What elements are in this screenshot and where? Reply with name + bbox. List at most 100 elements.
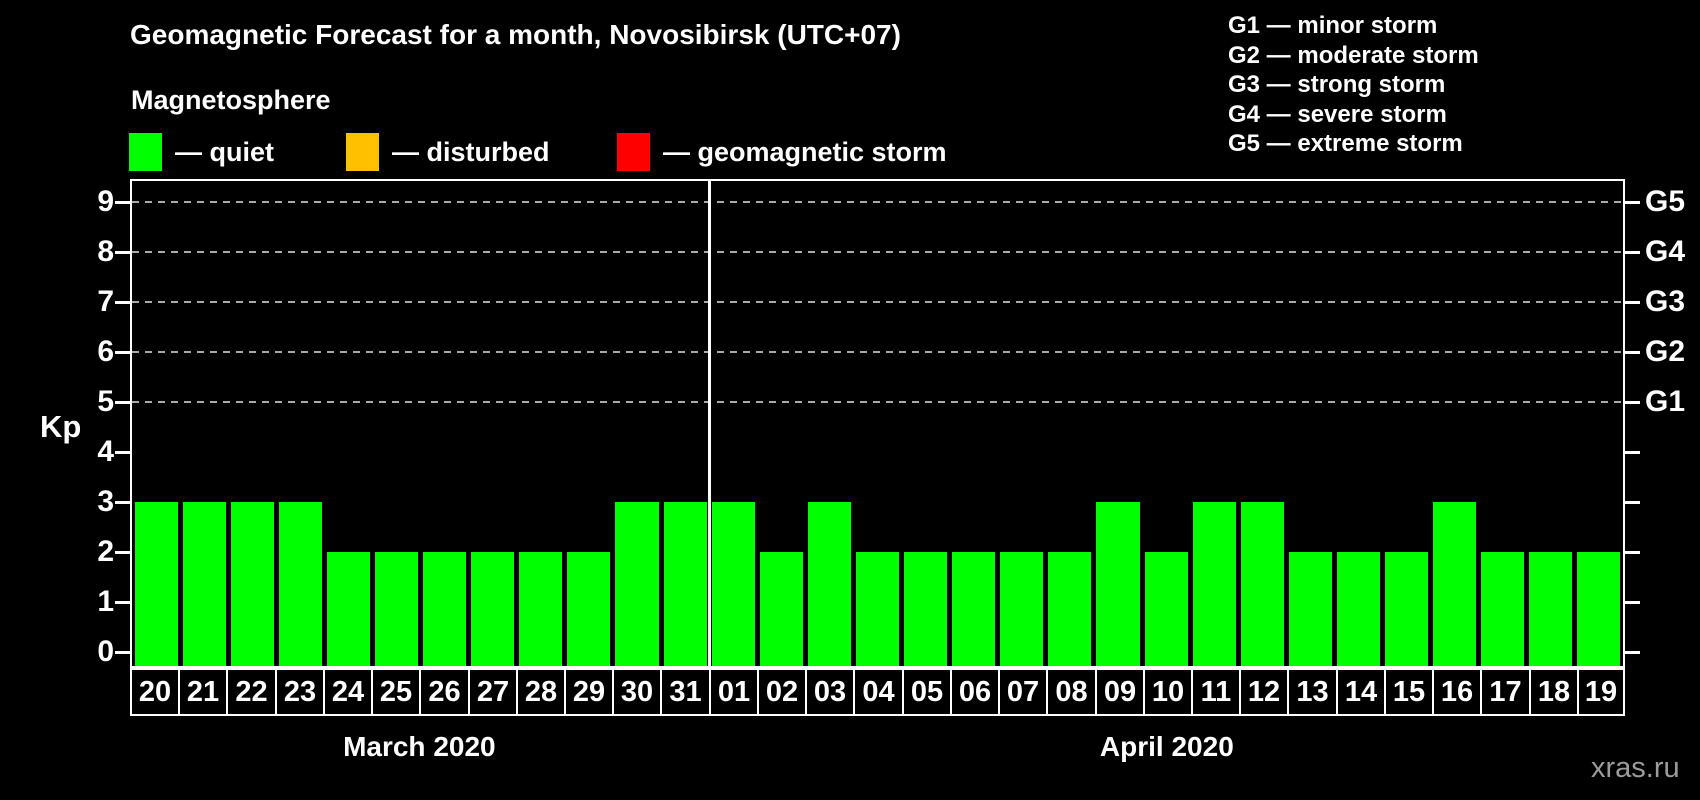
g-axis-label-g3: G3: [1645, 285, 1686, 318]
y-tick-right-9: [1625, 200, 1640, 204]
month-divider: [707, 181, 711, 666]
kp-bar-day-08: [1048, 552, 1092, 666]
day-label-17: 17: [1480, 668, 1531, 716]
gridline-kp7: [132, 301, 1623, 303]
kp-bar-day-01: [711, 502, 755, 666]
y-tick-right-5: [1625, 400, 1640, 404]
storm-scale-g5: G5 — extreme storm: [1228, 130, 1463, 158]
y-tick-label-8: 8: [97, 235, 114, 268]
magnetosphere-heading: Magnetosphere: [131, 85, 331, 115]
y-axis-title: Kp: [40, 409, 82, 444]
day-label-08: 08: [1046, 668, 1097, 716]
kp-bar-day-14: [1336, 552, 1380, 666]
g-axis-label-g4: G4: [1645, 235, 1686, 268]
y-tick-label-3: 3: [97, 485, 114, 518]
storm-scale-g4: G4 — severe storm: [1228, 100, 1447, 128]
day-label-06: 06: [950, 668, 1000, 716]
kp-bar-day-16: [1433, 502, 1477, 666]
kp-bar-day-20: [134, 502, 178, 666]
y-tick-left-5: [115, 400, 130, 404]
day-label-16: 16: [1432, 668, 1482, 716]
day-label-13: 13: [1287, 668, 1338, 716]
kp-bar-day-27: [471, 552, 515, 666]
y-tick-left-6: [115, 350, 130, 354]
day-label-19: 19: [1577, 668, 1625, 716]
y-tick-right-8: [1625, 250, 1640, 254]
kp-bar-day-19: [1577, 552, 1621, 666]
y-tick-label-5: 5: [97, 385, 114, 418]
day-label-14: 14: [1336, 668, 1386, 716]
y-tick-right-6: [1625, 350, 1640, 354]
chart-title: Geomagnetic Forecast for a month, Novosi…: [130, 19, 901, 50]
day-label-27: 27: [468, 668, 518, 716]
watermark: xras.ru: [1591, 752, 1680, 784]
kp-bar-day-18: [1529, 552, 1573, 666]
y-tick-label-7: 7: [97, 285, 114, 318]
y-tick-right-0: [1625, 650, 1640, 654]
kp-bar-day-04: [855, 552, 900, 666]
gridline-kp6: [132, 351, 1623, 353]
day-label-07: 07: [998, 668, 1048, 716]
storm-scale-g3: G3 — strong storm: [1228, 71, 1446, 99]
day-label-21: 21: [178, 668, 228, 716]
kp-bar-day-24: [326, 552, 370, 666]
legend-label-geomagnetic-storm: — geomagnetic storm: [663, 136, 947, 167]
day-label-20: 20: [130, 668, 180, 716]
month-label-april: April 2020: [1099, 731, 1234, 762]
y-tick-left-3: [115, 500, 130, 504]
gridline-kp5: [132, 401, 1623, 403]
kp-bar-day-22: [230, 502, 274, 666]
legend-item-disturbed: — disturbed: [346, 133, 550, 171]
y-tick-right-7: [1625, 300, 1640, 304]
kp-bar-day-13: [1288, 552, 1332, 666]
kp-bar-day-29: [567, 552, 611, 666]
day-label-18: 18: [1529, 668, 1579, 716]
y-tick-left-8: [115, 250, 130, 254]
quiet-color-swatch: [129, 133, 162, 171]
y-tick-label-2: 2: [97, 535, 114, 568]
kp-bar-day-21: [182, 502, 226, 666]
disturbed-color-swatch: [346, 133, 379, 171]
y-tick-left-7: [115, 300, 130, 304]
day-label-31: 31: [660, 668, 711, 716]
gridline-kp8: [132, 251, 1623, 253]
g-axis-label-g5: G5: [1645, 185, 1686, 218]
storm-scale-g1: G1 — minor storm: [1228, 12, 1438, 39]
kp-bar-day-02: [759, 552, 803, 666]
g-axis-label-g2: G2: [1645, 335, 1686, 368]
kp-bar-day-30: [615, 502, 659, 666]
legend-label-quiet: — quiet: [175, 136, 274, 167]
day-label-25: 25: [371, 668, 421, 716]
day-label-30: 30: [612, 668, 662, 716]
gridline-kp9: [132, 201, 1623, 203]
y-tick-left-9: [115, 200, 130, 204]
kp-bar-day-23: [278, 502, 322, 666]
kp-bar-day-07: [1000, 552, 1044, 666]
kp-bar-day-03: [807, 502, 851, 666]
day-label-12: 12: [1239, 668, 1289, 716]
kp-bar-day-28: [519, 552, 563, 666]
kp-bar-day-10: [1144, 552, 1188, 666]
y-tick-label-6: 6: [97, 335, 114, 368]
y-tick-left-1: [115, 600, 130, 604]
kp-bar-day-09: [1096, 502, 1140, 666]
legend-item-geomagnetic-storm: — geomagnetic storm: [617, 133, 947, 171]
legend-label-disturbed: — disturbed: [392, 136, 550, 167]
day-label-10: 10: [1143, 668, 1193, 716]
month-label-march: March 2020: [343, 731, 496, 762]
day-label-28: 28: [516, 668, 566, 716]
y-tick-label-1: 1: [97, 585, 114, 618]
y-tick-left-4: [115, 450, 130, 454]
day-label-29: 29: [564, 668, 614, 716]
plot-area: [130, 179, 1625, 668]
y-tick-right-2: [1625, 550, 1640, 554]
kp-bar-day-15: [1385, 552, 1429, 666]
geomagnetic-storm-color-swatch: [617, 133, 650, 171]
day-label-23: 23: [275, 668, 325, 716]
kp-bar-day-17: [1481, 552, 1525, 666]
y-tick-right-4: [1625, 450, 1640, 454]
day-label-15: 15: [1384, 668, 1434, 716]
y-tick-left-0: [115, 650, 130, 654]
y-tick-label-4: 4: [97, 435, 114, 468]
kp-bar-day-06: [952, 552, 996, 666]
